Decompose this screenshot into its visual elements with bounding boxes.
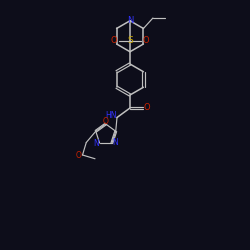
Text: O: O — [144, 104, 150, 112]
Text: O: O — [142, 36, 149, 45]
Text: O: O — [111, 36, 117, 45]
Text: N: N — [127, 16, 133, 25]
Text: O: O — [102, 116, 108, 126]
Text: HN: HN — [105, 110, 117, 120]
Text: N: N — [93, 140, 99, 148]
Text: N: N — [112, 138, 118, 147]
Text: O: O — [76, 150, 82, 160]
Text: S: S — [127, 36, 133, 45]
